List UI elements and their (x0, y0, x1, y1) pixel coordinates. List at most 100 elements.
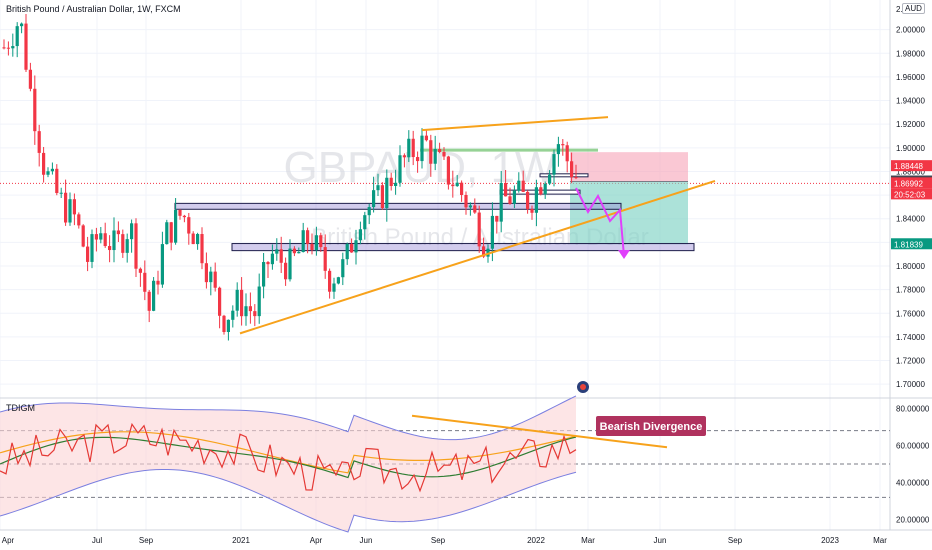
candle-body (191, 233, 195, 245)
bearish-divergence-annotation[interactable]: Bearish Divergence (596, 416, 706, 436)
candle-body (125, 239, 129, 253)
candle-body (468, 205, 472, 208)
candle-body (517, 180, 521, 191)
candle-body (561, 144, 565, 146)
trendlines[interactable] (239, 116, 716, 335)
indicator-tick: 60.00000 (896, 441, 930, 450)
candle-body (512, 190, 516, 204)
candle-body (451, 184, 455, 187)
candle-body (103, 233, 107, 247)
candle-body (50, 168, 54, 172)
tradingview-logo-icon[interactable] (577, 381, 589, 393)
projection-path (575, 187, 625, 257)
candle-body (64, 192, 68, 223)
candle-body (209, 271, 213, 283)
candle-body (72, 199, 76, 215)
candle-body (460, 182, 464, 195)
candle-body (182, 215, 186, 218)
price-tick: 1.76000 (896, 309, 925, 318)
divergence-trendline (411, 414, 668, 449)
indicator-tick: 20.00000 (896, 516, 930, 525)
time-label: 2022 (527, 536, 545, 545)
price-tick: 1.96000 (896, 73, 925, 82)
time-label: Mar (581, 536, 595, 545)
candle-body (292, 248, 296, 254)
price-badge-label: 1.81839 (894, 240, 923, 249)
price-badge (891, 177, 932, 189)
candle-body (231, 310, 235, 320)
price-tick: 1.78000 (896, 286, 925, 295)
candle-body (495, 215, 499, 222)
candle-body (407, 138, 411, 158)
candle-body (323, 247, 327, 271)
currency-badge[interactable]: AUD (902, 3, 925, 14)
candle-body (446, 156, 450, 185)
candle-body (156, 280, 160, 285)
candle-body (354, 240, 358, 253)
candle-body (218, 287, 222, 316)
candle-body (332, 283, 336, 292)
price-tick: 1.94000 (896, 97, 925, 106)
time-label: Mar (873, 536, 887, 545)
candle-body (552, 154, 556, 175)
candle-body (565, 145, 569, 162)
price-badge (891, 238, 932, 250)
candle-body (442, 152, 446, 157)
price-tick: 1.70000 (896, 380, 925, 389)
symbol-title: British Pound / Australian Dollar, 1W, F… (6, 4, 181, 14)
candle-body (152, 280, 156, 311)
candle-body (482, 246, 486, 257)
projection-arrowhead (618, 250, 630, 259)
candle-body (240, 289, 244, 317)
candle-body (389, 177, 393, 186)
candle-body (244, 306, 248, 317)
candle-body (262, 262, 266, 287)
candle-body (455, 182, 459, 187)
candle-body (275, 249, 279, 254)
candle-body (187, 217, 191, 234)
candle-body (130, 223, 134, 240)
candle-body (394, 182, 398, 186)
candle-body (367, 207, 371, 216)
candle-body (200, 234, 204, 264)
candle-body (556, 144, 560, 155)
candle-body (46, 171, 50, 175)
price-tick: 2.00000 (896, 26, 925, 35)
tdi-indicator-pane (0, 395, 890, 533)
price-axis[interactable]: 2. 2.00000 1.98000 1.96000 1.94000 1.92000 1.9… (891, 5, 932, 525)
candle-body (570, 161, 574, 178)
candle-body (530, 209, 534, 213)
time-label: Sep (139, 536, 154, 545)
candle-body (59, 192, 63, 194)
candle-body (284, 262, 288, 280)
time-label: Apr (2, 536, 15, 545)
price-badge-label: 1.86992 (894, 179, 923, 188)
price-tick: 1.98000 (896, 49, 925, 58)
candle-body (20, 23, 24, 27)
candle-body (33, 88, 37, 132)
support-zone-1 (174, 202, 622, 210)
candlestick-series (2, 14, 578, 341)
candle-body (94, 234, 98, 240)
time-label: Apr (310, 536, 323, 545)
candle-body (543, 183, 547, 195)
candle-body (279, 249, 283, 263)
market-base-line (0, 431, 577, 474)
candle-body (521, 180, 525, 192)
candle-body (314, 235, 318, 251)
candle-body (477, 212, 481, 247)
price-badge (891, 160, 932, 172)
indicator-name[interactable]: TDIGM (6, 403, 35, 413)
signal-line (0, 436, 577, 479)
candle-body (169, 222, 173, 243)
candle-body (385, 177, 389, 209)
price-badge-label: 20:52:03 (894, 190, 926, 199)
candle-body (376, 185, 380, 191)
projection-arrow[interactable] (575, 187, 630, 259)
time-axis[interactable]: Apr Jul Sep 2021 Apr Jun Sep 2022 Mar Jun Sep 2023 M… (2, 536, 887, 545)
short-position-tool[interactable] (570, 152, 688, 245)
candle-body (204, 263, 208, 283)
candle-body (37, 131, 41, 153)
